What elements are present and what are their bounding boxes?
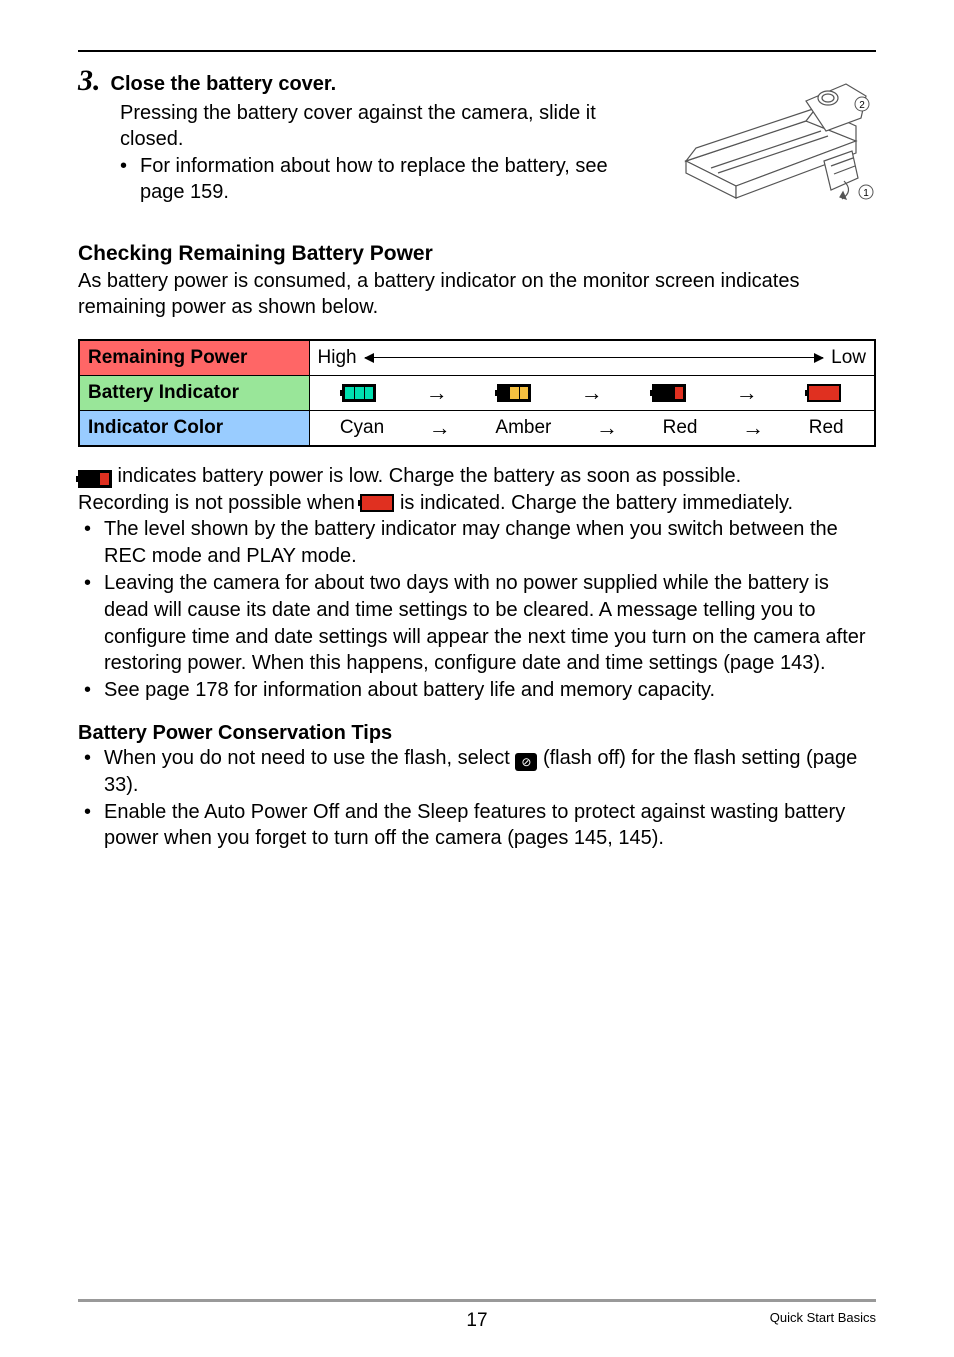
color-red2: Red [809, 417, 844, 439]
step-body: Pressing the battery cover against the c… [120, 100, 636, 153]
battery-icon-empty-inline [360, 494, 394, 512]
note-bullet-1: The level shown by the battery indicator… [104, 516, 876, 570]
high-label: High [318, 347, 357, 369]
page-number: 17 [78, 1310, 876, 1332]
step-block: 3. Close the battery cover. Pressing the… [78, 66, 876, 206]
note-line-1: indicates battery power is low. Charge t… [78, 463, 876, 490]
battery-table: Remaining Power High Low Battery Indicat… [78, 339, 876, 447]
arrow-icon: → [581, 382, 603, 404]
battery-icon-low-inline [78, 470, 112, 488]
battery-icon-1 [652, 384, 686, 402]
row-header-indicator: Battery Indicator [79, 375, 309, 410]
battery-icon-empty [807, 384, 841, 402]
step-title: Close the battery cover. [111, 73, 337, 96]
color-red: Red [663, 417, 698, 439]
bullet-marker: • [84, 799, 96, 853]
bullet-marker: • [120, 153, 132, 206]
arrow-icon: → [429, 417, 451, 439]
row-header-color: Indicator Color [79, 410, 309, 446]
color-cyan: Cyan [340, 417, 384, 439]
flash-off-icon: ⊘ [515, 753, 537, 771]
color-row: Cyan → Amber → Red → Red [318, 417, 867, 439]
note-bullet-3: See page 178 for information about batte… [104, 677, 715, 704]
color-amber: Amber [495, 417, 551, 439]
tip-1: When you do not need to use the flash, s… [104, 745, 876, 799]
bullet-marker: • [84, 516, 96, 570]
page-footer: 17 Quick Start Basics [78, 1299, 876, 1325]
arrow-icon: → [426, 382, 448, 404]
section-intro: As battery power is consumed, a battery … [78, 268, 876, 321]
bullet-marker: • [84, 745, 96, 799]
low-label: Low [831, 347, 866, 369]
diagram-label-2: 2 [859, 100, 865, 111]
arrow-icon: → [742, 417, 764, 439]
tip-2: Enable the Auto Power Off and the Sleep … [104, 799, 876, 853]
bullet-marker: • [84, 677, 96, 704]
note-bullet-2: Leaving the camera for about two days wi… [104, 570, 876, 677]
row-header-power: Remaining Power [79, 340, 309, 376]
arrow-icon: → [596, 417, 618, 439]
step-number: 3. [78, 66, 101, 96]
section-heading: Checking Remaining Battery Power [78, 242, 876, 266]
step-bullet: For information about how to replace the… [140, 153, 636, 206]
arrow-icon: → [736, 382, 758, 404]
top-rule [78, 50, 876, 52]
tips-heading: Battery Power Conservation Tips [78, 722, 876, 745]
bullet-marker: • [84, 570, 96, 677]
high-low-range: High Low [318, 347, 867, 369]
camera-diagram: 1 2 [656, 66, 876, 206]
note-line-2: Recording is not possible when is indica… [78, 490, 876, 517]
indicator-row: → → → [318, 382, 867, 404]
diagram-label-1: 1 [863, 188, 869, 199]
battery-icon-full [342, 384, 376, 402]
battery-icon-2 [497, 384, 531, 402]
